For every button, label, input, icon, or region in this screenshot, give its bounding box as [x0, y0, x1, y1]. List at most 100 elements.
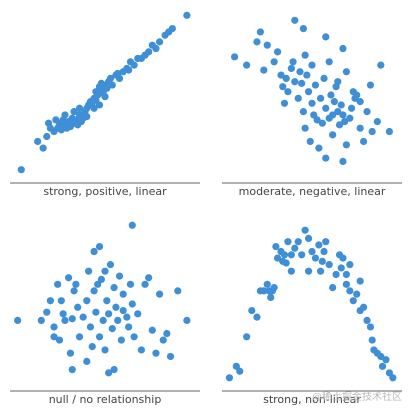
point [225, 374, 234, 382]
point [57, 297, 65, 305]
point [303, 71, 311, 79]
point [79, 313, 87, 321]
point [274, 254, 282, 262]
point [315, 144, 323, 152]
point [101, 346, 109, 354]
point [356, 277, 364, 285]
point [342, 68, 350, 76]
point [368, 336, 376, 344]
point [339, 44, 347, 53]
point [66, 349, 75, 357]
point [114, 69, 122, 78]
point [114, 316, 122, 324]
point [377, 352, 385, 361]
point [299, 108, 307, 116]
point [70, 287, 78, 295]
point [339, 254, 347, 262]
point [298, 251, 306, 259]
point [311, 254, 320, 262]
point [320, 247, 328, 256]
point [335, 121, 344, 129]
point [236, 367, 244, 375]
point [263, 41, 271, 49]
point [287, 267, 295, 275]
point [101, 267, 109, 275]
point [298, 79, 306, 87]
point [119, 290, 127, 298]
point [363, 316, 371, 324]
point [317, 267, 325, 275]
point [61, 111, 69, 119]
point [156, 290, 164, 298]
point [75, 333, 84, 341]
point [94, 91, 102, 99]
point [37, 316, 45, 324]
point [373, 117, 381, 126]
point [85, 267, 93, 275]
point [313, 116, 321, 124]
point [301, 124, 309, 132]
point [274, 48, 282, 56]
point [110, 284, 118, 292]
point [308, 99, 316, 107]
point [106, 261, 115, 269]
point [342, 280, 350, 288]
point [360, 137, 368, 146]
watermark: @稀土掘金技术社区 [312, 390, 402, 403]
point [130, 61, 138, 69]
point [156, 38, 164, 46]
point [287, 64, 295, 73]
point [106, 74, 115, 82]
point [260, 287, 268, 295]
point [90, 287, 98, 295]
point [337, 101, 345, 109]
point [279, 83, 287, 91]
point [243, 61, 251, 69]
point [134, 310, 142, 318]
point [256, 28, 264, 36]
point [17, 166, 25, 174]
point [284, 238, 292, 246]
point [347, 104, 356, 112]
point [325, 261, 333, 269]
point [152, 44, 160, 53]
point [301, 51, 309, 59]
point [50, 333, 58, 341]
point [304, 267, 313, 275]
point [294, 238, 302, 246]
point [363, 108, 371, 116]
point [125, 66, 133, 74]
point [137, 346, 145, 354]
point [368, 127, 376, 136]
point [148, 326, 156, 334]
point [130, 333, 138, 341]
point [294, 94, 302, 102]
point [61, 316, 69, 324]
point [43, 132, 51, 141]
point [119, 306, 127, 315]
point [382, 356, 390, 364]
chart-caption: null / no relationship [49, 393, 162, 406]
point [272, 243, 280, 251]
point [145, 274, 153, 282]
point [57, 126, 65, 134]
point [183, 316, 191, 324]
point [88, 343, 96, 351]
point [75, 104, 84, 112]
point [287, 251, 295, 259]
point [68, 315, 76, 323]
point [83, 357, 91, 365]
point [270, 284, 278, 292]
point [55, 336, 64, 344]
point [353, 91, 361, 99]
point [280, 99, 289, 107]
point [95, 101, 104, 109]
point [366, 323, 375, 331]
point [318, 119, 326, 127]
point [46, 297, 55, 305]
point [128, 221, 136, 229]
point [253, 313, 261, 321]
point [385, 127, 393, 136]
point [330, 98, 338, 106]
point [356, 124, 364, 132]
